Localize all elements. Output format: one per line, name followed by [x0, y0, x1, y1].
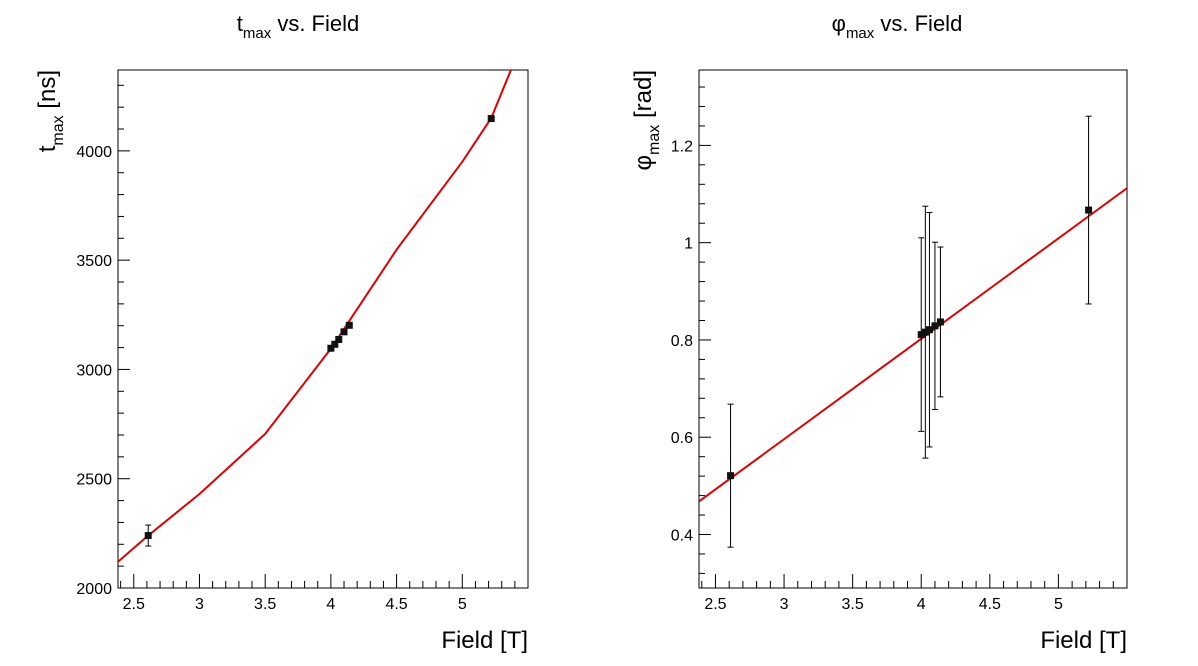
- x-tick-label-phimax: 3.5: [842, 596, 864, 613]
- data-point-phimax: [925, 326, 933, 334]
- y-tick-label-phimax: 0.8: [671, 333, 693, 350]
- x-tick-label-tmax: 3: [195, 596, 204, 613]
- y-tick-label-tmax: 2500: [76, 472, 112, 489]
- plot-frame-tmax: [117, 69, 529, 589]
- y-tick-label-tmax: 2000: [76, 581, 112, 598]
- y-axis-label-tmax: tmax [ns]: [34, 70, 67, 152]
- x-axis-label-tmax: Field [T]: [441, 627, 528, 654]
- data-point-phimax: [1085, 206, 1093, 214]
- x-tick-label-phimax: 4: [917, 596, 926, 613]
- x-axis-label-phimax: Field [T]: [1040, 627, 1127, 654]
- data-point-tmax: [487, 115, 495, 123]
- x-tick-label-phimax: 5: [1054, 596, 1063, 613]
- x-tick-label-tmax: 4.5: [385, 596, 407, 613]
- y-axis-label-phimax: φmax [rad]: [630, 70, 663, 171]
- plot-area-phimax: 2.5 3 3.5 4 4.5 5 0.4 0.6 0.8 1 1.2: [671, 69, 1128, 613]
- y-tick-label-phimax: 1: [684, 236, 693, 253]
- data-point-phimax: [936, 318, 944, 326]
- data-point-phimax: [921, 328, 929, 336]
- x-tick-label-phimax: 4.5: [979, 596, 1001, 613]
- data-point-phimax: [727, 472, 735, 480]
- data-point-tmax: [335, 335, 343, 343]
- fit-curve-tmax: [118, 70, 512, 563]
- x-tick-label-tmax: 5: [458, 596, 467, 613]
- y-tick-label-phimax: 0.4: [671, 527, 693, 544]
- x-tick-label-tmax: 3.5: [254, 596, 276, 613]
- data-point-tmax: [345, 321, 353, 329]
- x-tick-label-tmax: 4: [326, 596, 335, 613]
- data-point-phimax: [931, 322, 939, 330]
- data-point-tmax: [144, 532, 152, 540]
- data-point-tmax: [340, 328, 348, 336]
- x-tick-label-tmax: 2.5: [123, 596, 145, 613]
- y-tick-label-tmax: 3000: [76, 362, 112, 379]
- x-tick-label-phimax: 2.5: [704, 596, 726, 613]
- y-tick-label-tmax: 3500: [76, 253, 112, 270]
- panel-tmax: tmax vs. Field Field [T] tmax [ns] 2.5 3 3…: [34, 11, 529, 654]
- plot-area-tmax: 2.5 3 3.5 4 4.5 5 2000 2500 3000 3500 4000: [76, 69, 529, 613]
- fit-curve-phimax: [699, 187, 1127, 503]
- y-tick-label-phimax: 0.6: [671, 430, 693, 447]
- data-point-tmax: [331, 340, 339, 348]
- x-tick-label-phimax: 3: [780, 596, 789, 613]
- y-tick-label-tmax: 4000: [76, 144, 112, 161]
- panel-phimax: φmax vs. Field Field [T] φmax [rad] 2.5 3…: [630, 11, 1128, 654]
- data-point-phimax: [917, 331, 925, 339]
- chart-title-tmax: tmax vs. Field: [237, 11, 360, 42]
- data-point-tmax: [327, 344, 335, 352]
- plot-frame-phimax: [698, 69, 1128, 589]
- chart-title-phimax: φmax vs. Field: [832, 11, 963, 42]
- y-tick-label-phimax: 1.2: [671, 138, 693, 155]
